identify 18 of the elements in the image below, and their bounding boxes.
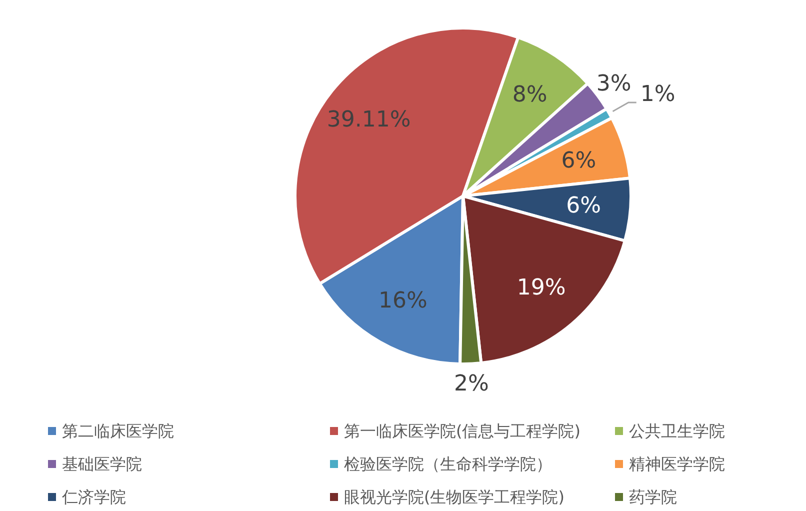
data-label: 8% <box>512 82 548 108</box>
data-label: 1% <box>640 82 676 108</box>
data-label: 6% <box>566 193 602 218</box>
legend-label: 公共卫生学院 <box>629 422 725 440</box>
legend-label: 第二临床医学院 <box>62 422 174 440</box>
legend-label: 精神医学学院 <box>629 454 725 474</box>
legend-label: 基础医学院 <box>62 454 142 474</box>
legend-label: 检验医学院（生命科学学院） <box>344 454 552 474</box>
legend-label: 第一临床医学院(信息与工程学院) <box>344 422 580 440</box>
data-label: 3% <box>596 71 632 96</box>
data-label: 16% <box>378 288 428 314</box>
legend-label: 眼视光学院(生物医学工程学院) <box>344 488 564 506</box>
data-label: 2% <box>454 371 489 396</box>
legend-label: 仁济学院 <box>61 488 126 506</box>
data-label: 19% <box>516 276 566 301</box>
legend-label: 药学院 <box>629 488 677 506</box>
data-label: 6% <box>561 148 596 174</box>
data-label: 39.11% <box>326 108 411 133</box>
